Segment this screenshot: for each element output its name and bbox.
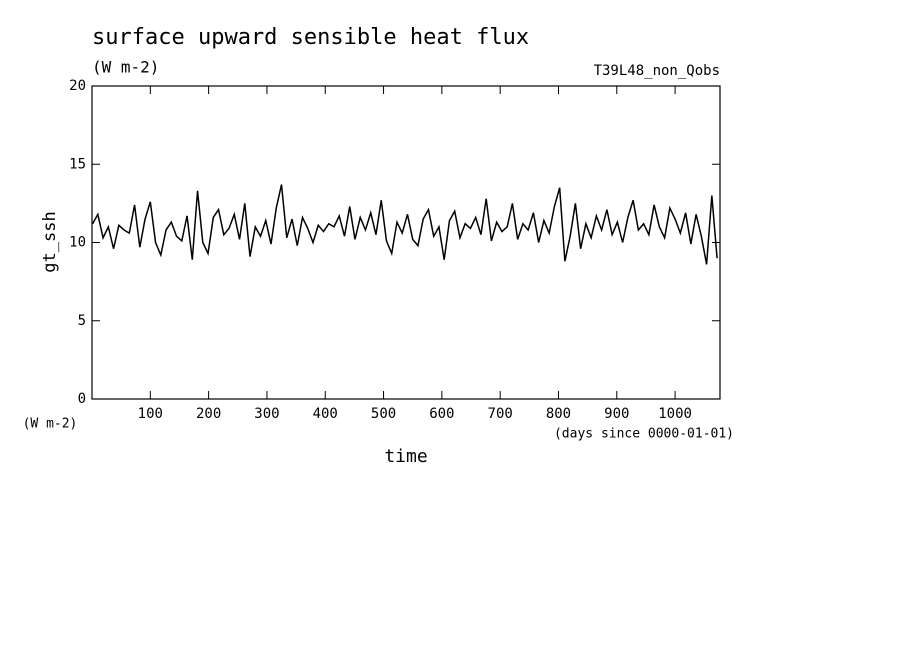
x-tick-label: 1000 (658, 406, 692, 422)
annotation: T39L48_non_Qobs (594, 63, 720, 79)
chart-subtitle: (W m-2) (92, 58, 159, 77)
x-tick-label: 500 (371, 406, 396, 422)
x-tick-label: 700 (488, 406, 513, 422)
y-tick-label: 15 (69, 156, 86, 172)
x-axis-label: time (384, 446, 427, 467)
y-axis-label: gt_ssh (40, 211, 60, 272)
y-tick-label: 5 (78, 313, 86, 329)
x-tick-label: 100 (138, 406, 163, 422)
x-tick-label: 200 (196, 406, 221, 422)
x-tick-label: 400 (313, 406, 338, 422)
x-tick-label: 900 (604, 406, 629, 422)
data-line (91, 184, 718, 265)
x-tick-label: 800 (546, 406, 571, 422)
y-tick-label: 10 (69, 235, 86, 251)
y-tick-label: 20 (69, 78, 86, 94)
y-axis-units: (W m-2) (23, 417, 78, 432)
y-tick-label: 0 (78, 391, 86, 407)
x-axis-units: (days since 0000-01-01) (554, 427, 734, 442)
plot-frame (91, 85, 721, 400)
chart-title: surface upward sensible heat flux (92, 25, 529, 50)
x-tick-label: 600 (429, 406, 454, 422)
x-tick-label: 300 (254, 406, 279, 422)
